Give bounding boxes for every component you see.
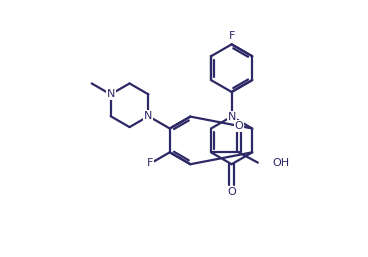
Text: O: O — [227, 187, 236, 197]
Text: F: F — [147, 158, 153, 168]
Text: O: O — [234, 121, 243, 131]
Text: F: F — [229, 31, 235, 41]
Text: N: N — [144, 111, 153, 121]
Text: N: N — [227, 112, 236, 122]
Text: OH: OH — [272, 158, 289, 168]
Text: N: N — [106, 89, 115, 99]
